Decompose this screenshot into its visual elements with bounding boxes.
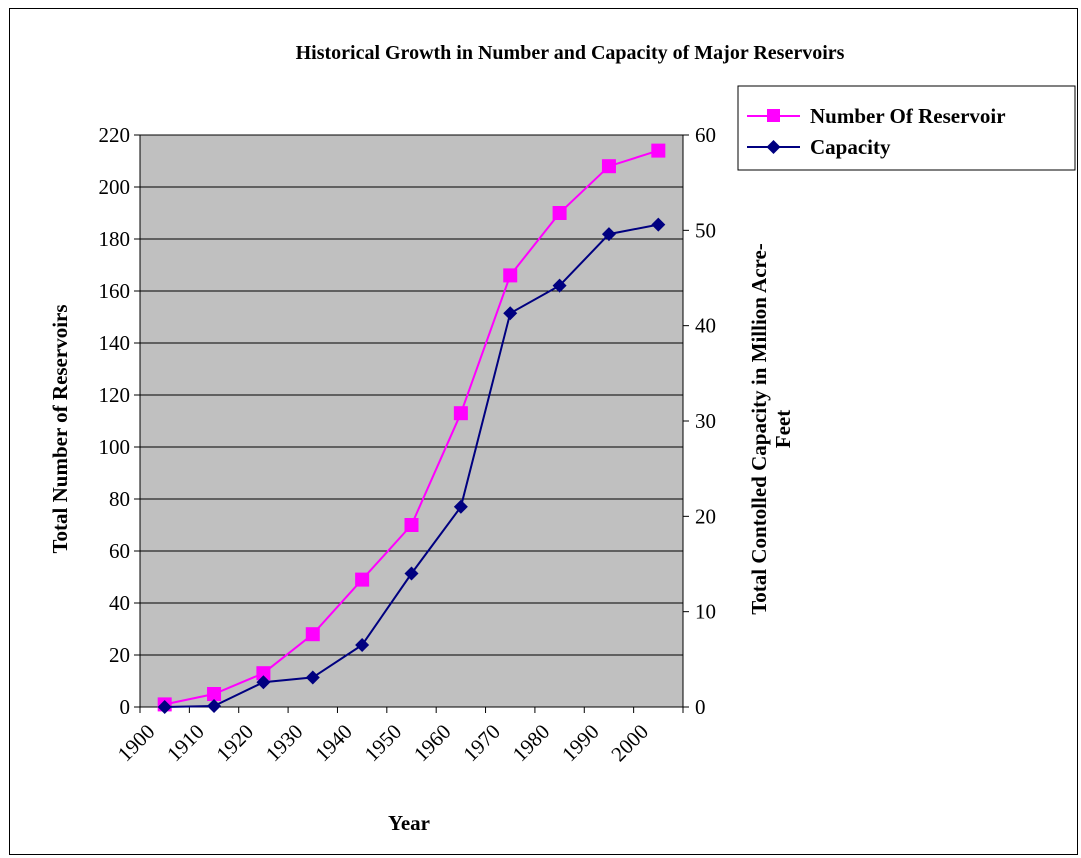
data-point-diamond <box>601 227 616 242</box>
left-tick-label: 200 <box>99 175 131 199</box>
right-tick-label: 20 <box>695 504 716 528</box>
right-tick-label: 60 <box>695 123 716 147</box>
x-tick-label: 1980 <box>508 719 555 766</box>
data-point-square <box>404 518 419 532</box>
x-tick-label: 1950 <box>360 719 407 766</box>
chart-frame: Historical Growth in Number and Capacity… <box>9 8 1078 855</box>
right-tick-label: 50 <box>695 218 716 242</box>
data-point-square <box>601 159 616 174</box>
data-point-square <box>207 687 222 701</box>
x-tick-label: 2000 <box>606 719 653 766</box>
left-tick-label: 0 <box>120 695 131 719</box>
x-tick-label: 1940 <box>310 719 357 766</box>
right-axis-title-line2: Feet <box>771 410 795 448</box>
left-tick-label: 140 <box>99 331 131 355</box>
plot-background <box>139 134 684 708</box>
data-point-diamond <box>503 306 518 321</box>
data-point-diamond <box>157 700 172 714</box>
data-point-diamond <box>453 499 468 514</box>
right-tick-label: 10 <box>695 600 716 624</box>
left-tick-label: 220 <box>99 123 131 147</box>
legend: Number Of Reservoir Capacity <box>737 85 1076 171</box>
plot-area <box>139 134 684 708</box>
data-point-diamond <box>305 670 320 685</box>
series-layer <box>157 143 666 714</box>
grid-lines <box>140 134 683 656</box>
x-axis: 1900 1910 1920 1930 1940 1950 1960 1970 1980 1990… <box>113 706 684 766</box>
data-point-diamond <box>404 566 419 581</box>
data-point-diamond <box>651 217 666 232</box>
legend-label-number-of-reservoir: Number Of Reservoir <box>810 104 1006 128</box>
data-point-square <box>355 572 370 587</box>
legend-box <box>737 85 1076 171</box>
left-axis: 0 20 40 60 80 100 120 140 160 180 200 220 <box>99 123 141 719</box>
data-point-square <box>552 206 567 220</box>
legend-label-capacity: Capacity <box>810 135 891 159</box>
data-point-diamond <box>207 699 222 714</box>
x-tick-label: 1920 <box>211 719 258 766</box>
right-tick-label: 30 <box>695 409 716 433</box>
left-tick-label: 180 <box>99 227 131 251</box>
left-tick-label: 20 <box>109 643 130 667</box>
right-tick-label: 40 <box>695 314 716 338</box>
legend-item-capacity: Capacity <box>747 135 891 159</box>
chart-title: Historical Growth in Number and Capacity… <box>296 42 845 64</box>
left-tick-label: 160 <box>99 279 131 303</box>
right-tick-label: 0 <box>695 695 706 719</box>
data-point-square <box>651 143 666 158</box>
x-tick-label: 1990 <box>557 719 604 766</box>
x-tick-label: 1960 <box>409 719 456 766</box>
data-point-square <box>305 627 320 642</box>
x-tick-label: 1900 <box>113 719 160 766</box>
x-axis-title: Year <box>388 811 430 835</box>
chart-svg: Historical Growth in Number and Capacity… <box>48 42 1076 835</box>
x-tick-label: 1910 <box>162 719 209 766</box>
data-point-diamond <box>256 675 271 690</box>
left-axis-title: Total Number of Reservoirs <box>48 304 72 553</box>
left-tick-label: 80 <box>109 487 130 511</box>
data-point-diamond <box>355 638 370 653</box>
left-tick-label: 60 <box>109 539 130 563</box>
x-tick-label: 1930 <box>261 719 308 766</box>
legend-item-number-of-reservoir: Number Of Reservoir <box>747 104 1006 128</box>
legend-marker-square <box>767 109 780 122</box>
left-tick-label: 120 <box>99 383 131 407</box>
left-tick-label: 100 <box>99 435 131 459</box>
legend-marker-diamond <box>766 140 781 154</box>
left-tick-label: 40 <box>109 591 130 615</box>
data-point-square <box>503 268 518 283</box>
right-axis-title-line1: Total Contolled Capacity in Million Acre… <box>747 243 771 615</box>
x-tick-label: 1970 <box>458 719 505 766</box>
data-point-diamond <box>552 278 567 293</box>
data-point-square <box>256 666 271 681</box>
series-0 <box>157 143 666 712</box>
series-1 <box>157 217 666 714</box>
data-point-square <box>453 406 468 421</box>
right-axis: 0 10 20 30 40 50 60 <box>682 123 716 719</box>
